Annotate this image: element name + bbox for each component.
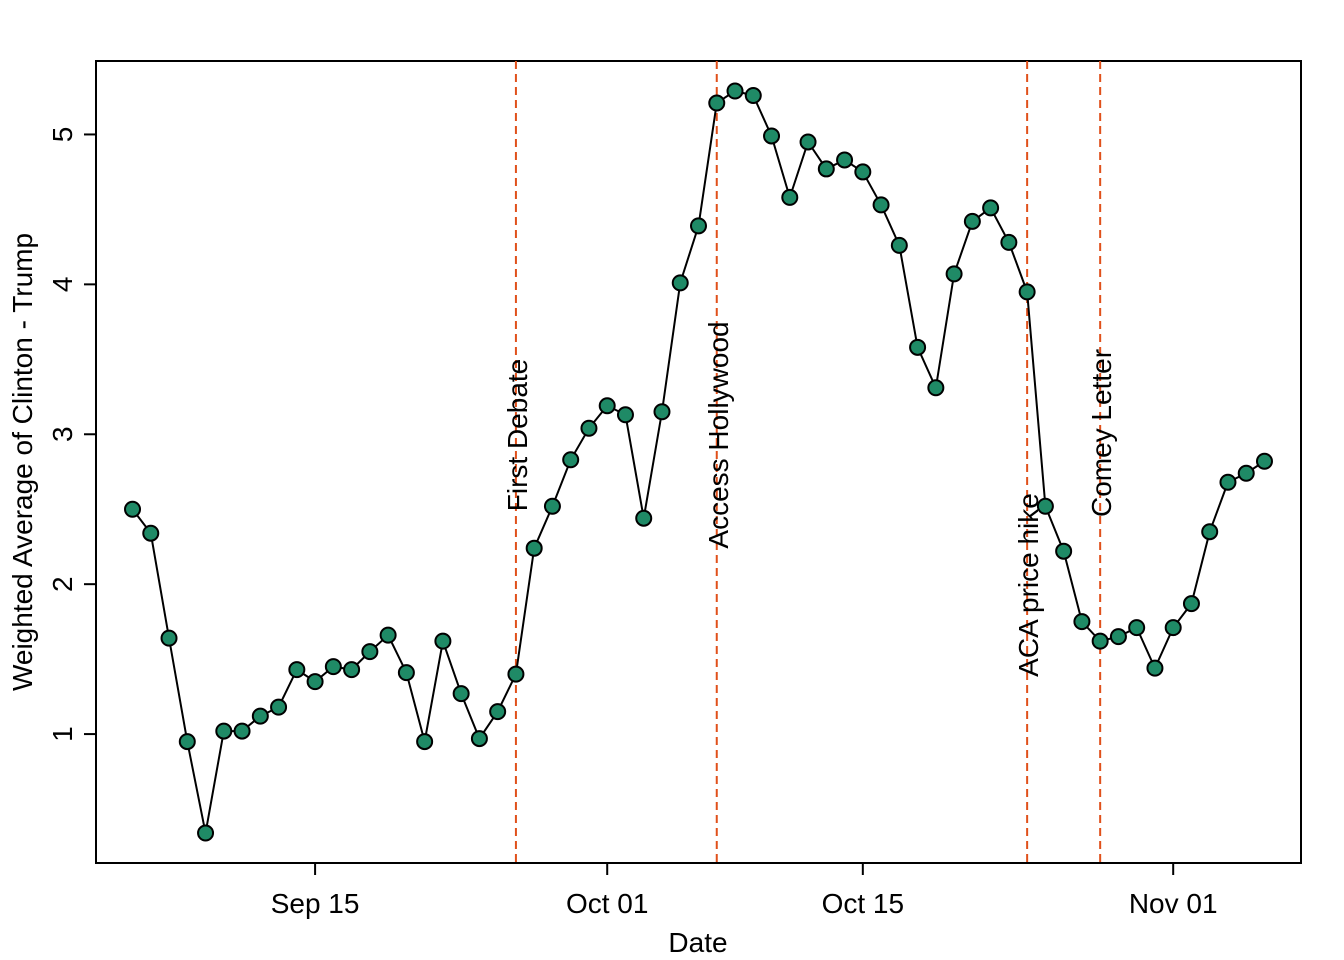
data-point <box>379 626 397 644</box>
x-tick-label: Nov 01 <box>1129 888 1218 919</box>
data-point <box>178 733 196 751</box>
data-point <box>1237 464 1255 482</box>
data-point <box>909 338 927 356</box>
data-point <box>1219 473 1237 491</box>
data-point <box>616 406 634 424</box>
data-point <box>361 643 379 661</box>
data-point <box>1055 542 1073 560</box>
data-point <box>836 151 854 169</box>
data-point <box>817 160 835 178</box>
data-point <box>233 722 251 740</box>
data-point <box>763 127 781 145</box>
x-axis-label: Date <box>668 927 727 958</box>
data-point <box>671 274 689 292</box>
data-point <box>1000 233 1018 251</box>
plot-frame <box>95 60 1302 864</box>
data-point <box>416 733 434 751</box>
data-point <box>1255 452 1273 470</box>
data-point <box>397 664 415 682</box>
data-point <box>1073 613 1091 631</box>
data-point <box>434 632 452 650</box>
event-label: First Debate <box>502 359 533 512</box>
data-point <box>799 133 817 151</box>
data-point <box>598 397 616 415</box>
data-point <box>288 661 306 679</box>
data-point <box>306 673 324 691</box>
data-point <box>872 196 890 214</box>
y-tick-label: 4 <box>47 277 78 293</box>
data-point <box>452 685 470 703</box>
data-point <box>1164 619 1182 637</box>
x-tick-label: Oct 01 <box>566 888 648 919</box>
data-point <box>251 707 269 725</box>
data-point <box>890 236 908 254</box>
data-point <box>1109 628 1127 646</box>
data-point <box>635 509 653 527</box>
data-point <box>525 539 543 557</box>
y-tick-label: 5 <box>47 127 78 143</box>
data-point <box>982 199 1000 217</box>
data-point <box>507 665 525 683</box>
data-point <box>1201 523 1219 541</box>
data-point <box>543 497 561 515</box>
x-tick-label: Oct 15 <box>822 888 904 919</box>
y-tick-label: 3 <box>47 426 78 442</box>
data-point <box>1128 619 1146 637</box>
x-tick-label: Sep 15 <box>271 888 360 919</box>
data-point <box>744 86 762 104</box>
data-point <box>343 661 361 679</box>
data-point <box>142 524 160 542</box>
data-point <box>324 658 342 676</box>
data-point <box>470 730 488 748</box>
data-point <box>963 212 981 230</box>
data-point <box>1091 632 1109 650</box>
event-label: ACA price hike <box>1013 493 1044 677</box>
data-point <box>124 500 142 518</box>
data-point <box>489 703 507 721</box>
data-point <box>653 403 671 421</box>
data-point <box>160 629 178 647</box>
data-point <box>945 265 963 283</box>
event-label: Access Hollywood <box>703 321 734 548</box>
data-point <box>270 698 288 716</box>
data-point <box>708 94 726 112</box>
y-tick-label: 1 <box>47 726 78 742</box>
data-point <box>1018 283 1036 301</box>
data-point <box>215 722 233 740</box>
y-tick-label: 2 <box>47 576 78 592</box>
data-point <box>1146 659 1164 677</box>
data-point <box>1182 595 1200 613</box>
data-point <box>726 82 744 100</box>
data-point <box>927 379 945 397</box>
event-label: Comey Letter <box>1086 349 1117 517</box>
data-point <box>197 824 215 842</box>
data-point <box>1036 497 1054 515</box>
data-point <box>562 451 580 469</box>
data-point <box>690 217 707 235</box>
data-point <box>580 419 598 437</box>
data-point <box>781 188 799 206</box>
y-axis-label: Weighted Average of Clinton - Trump <box>7 233 38 691</box>
data-point <box>854 163 872 181</box>
